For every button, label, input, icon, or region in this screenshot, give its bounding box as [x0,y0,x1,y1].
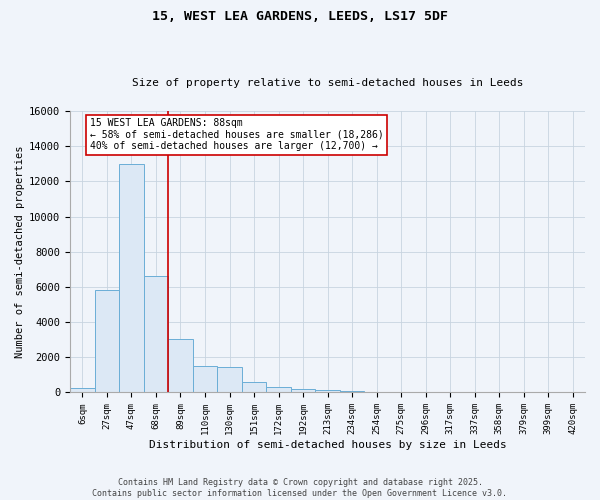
Bar [242,382,266,392]
Bar [266,388,291,392]
Bar [119,164,143,392]
Bar [168,339,193,392]
Title: Size of property relative to semi-detached houses in Leeds: Size of property relative to semi-detach… [132,78,523,88]
Y-axis label: Number of semi-detached properties: Number of semi-detached properties [15,146,25,358]
Bar [193,366,217,392]
Bar [143,276,168,392]
Bar [217,367,242,392]
Bar [95,290,119,392]
Text: Contains HM Land Registry data © Crown copyright and database right 2025.
Contai: Contains HM Land Registry data © Crown c… [92,478,508,498]
Bar [316,390,340,392]
Text: 15, WEST LEA GARDENS, LEEDS, LS17 5DF: 15, WEST LEA GARDENS, LEEDS, LS17 5DF [152,10,448,23]
Bar [70,388,95,392]
X-axis label: Distribution of semi-detached houses by size in Leeds: Distribution of semi-detached houses by … [149,440,506,450]
Text: 15 WEST LEA GARDENS: 88sqm
← 58% of semi-detached houses are smaller (18,286)
40: 15 WEST LEA GARDENS: 88sqm ← 58% of semi… [90,118,383,151]
Bar [291,389,316,392]
